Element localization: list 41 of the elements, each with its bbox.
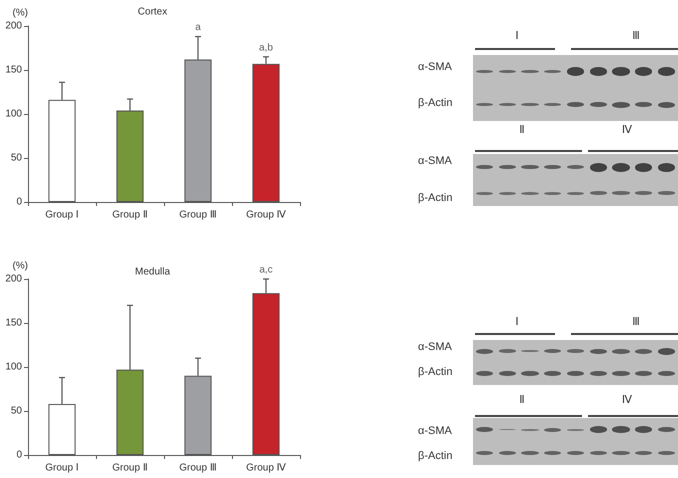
x-tick-label: Group Ⅲ (179, 210, 217, 220)
chart-title: Cortex (138, 6, 168, 18)
text: Ⅳ (622, 393, 632, 407)
y-axis-title: (%) (12, 8, 28, 18)
text: α-SMA (418, 424, 452, 438)
x-tick-label: Group Ⅳ (246, 210, 287, 220)
y-tick-label: 0 (16, 196, 22, 208)
text: Ⅰ (515, 29, 519, 43)
x-tick-label: Group Ⅲ (179, 462, 217, 474)
text: Ⅲ (632, 315, 640, 329)
text: Ⅱ (519, 123, 525, 137)
text: α-SMA (418, 60, 452, 74)
annotation: a (195, 22, 202, 34)
x-tick-label: Group Ⅳ (246, 462, 287, 474)
y-tick-label: 150 (5, 64, 22, 76)
text: β-Actin (418, 449, 452, 463)
y-tick-label: 50 (10, 406, 22, 416)
text: β-Actin (418, 365, 452, 379)
y-tick-label: 150 (5, 318, 22, 328)
text: Ⅳ (622, 123, 632, 137)
y-axis-title: (%) (12, 260, 28, 272)
annotation: a,c (259, 264, 273, 276)
x-tick-label: Group Ⅱ (112, 462, 148, 474)
text: Ⅰ (515, 315, 519, 329)
chart-title: Medulla (134, 266, 170, 278)
x-tick-label: Group Ⅰ (45, 210, 79, 220)
text: Ⅱ (519, 393, 525, 407)
text: α-SMA (418, 340, 452, 354)
y-tick-label: 50 (10, 152, 22, 164)
text: β-Actin (418, 191, 452, 205)
annotation: a,b (259, 42, 274, 54)
x-tick-label: Group Ⅱ (112, 210, 148, 220)
y-tick-label: 200 (5, 274, 22, 284)
text: Ⅲ (632, 29, 640, 43)
y-tick-label: 0 (16, 450, 22, 460)
text: α-SMA (418, 154, 452, 168)
y-tick-label: 100 (5, 108, 22, 120)
y-tick-label: 200 (5, 20, 22, 32)
text: β-Actin (418, 96, 452, 110)
y-tick-label: 100 (5, 362, 22, 372)
x-tick-label: Group Ⅰ (45, 462, 79, 474)
